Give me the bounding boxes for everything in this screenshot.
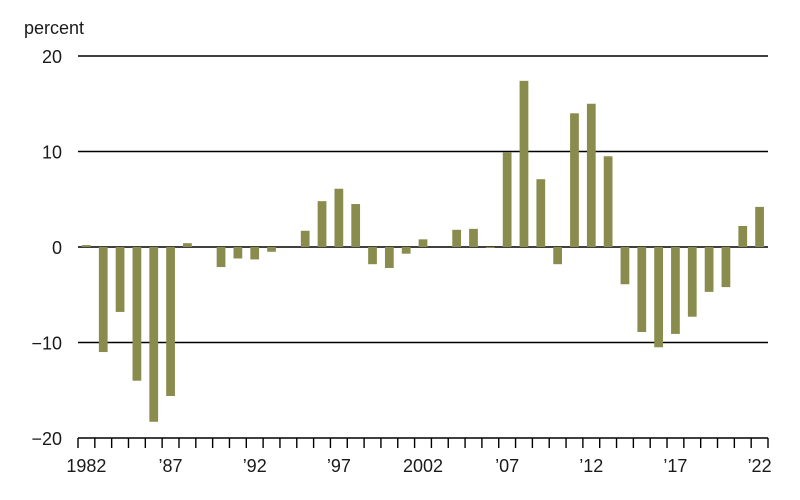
y-axis-unit-label: percent <box>24 18 84 38</box>
bar <box>738 225 748 247</box>
y-tick-label: 10 <box>42 143 62 163</box>
bar <box>519 80 529 247</box>
bar <box>755 206 764 247</box>
bar <box>654 247 663 348</box>
bar <box>704 247 714 292</box>
bars <box>82 80 764 422</box>
y-tick-label: 20 <box>42 47 62 67</box>
bar <box>98 247 108 353</box>
y-tick-labels: 20 10 0 −10 −20 <box>31 47 62 449</box>
bar <box>452 229 462 247</box>
bar <box>553 247 563 265</box>
y-tick-label: 0 <box>52 238 62 258</box>
x-axis: 1982 ’87 ’92 ’97 2002 ’07 ’12 ’17 ’22 <box>66 437 772 476</box>
bar <box>536 179 546 247</box>
x-tick-label: ’92 <box>243 456 267 476</box>
bar <box>502 152 512 247</box>
bar <box>368 247 377 265</box>
bar <box>300 230 310 247</box>
bar <box>250 247 260 260</box>
bar <box>334 188 344 247</box>
x-tick-label: 2002 <box>403 456 443 476</box>
bar <box>418 239 428 247</box>
y-tick-label: −10 <box>31 334 62 354</box>
bar <box>166 247 175 396</box>
bar <box>233 247 243 259</box>
bar <box>721 247 731 288</box>
x-tick-label: ’07 <box>495 456 519 476</box>
bar <box>384 247 394 269</box>
bar <box>351 204 361 247</box>
bar <box>485 247 495 248</box>
bar <box>183 243 192 247</box>
x-tick-label: ’97 <box>327 456 351 476</box>
bar <box>586 103 596 247</box>
bar <box>216 247 226 268</box>
bar <box>671 247 680 334</box>
y-tick-label: −20 <box>31 429 62 449</box>
bar <box>317 201 327 247</box>
bar <box>687 247 697 317</box>
bar <box>82 245 91 247</box>
x-tick-label: ’22 <box>748 456 772 476</box>
bar <box>401 247 411 254</box>
bar <box>149 247 159 422</box>
bar <box>603 156 613 247</box>
x-tick-label: ’12 <box>579 456 603 476</box>
bar <box>620 247 630 285</box>
bar <box>637 247 647 332</box>
x-tick-label: ’87 <box>159 456 183 476</box>
bar <box>115 247 125 312</box>
bar <box>267 247 276 252</box>
bar <box>570 113 579 247</box>
gridlines <box>78 55 768 344</box>
x-tick-label: ’17 <box>663 456 687 476</box>
bar <box>132 247 142 381</box>
x-tick-label: 1982 <box>66 456 106 476</box>
bar <box>469 228 478 247</box>
